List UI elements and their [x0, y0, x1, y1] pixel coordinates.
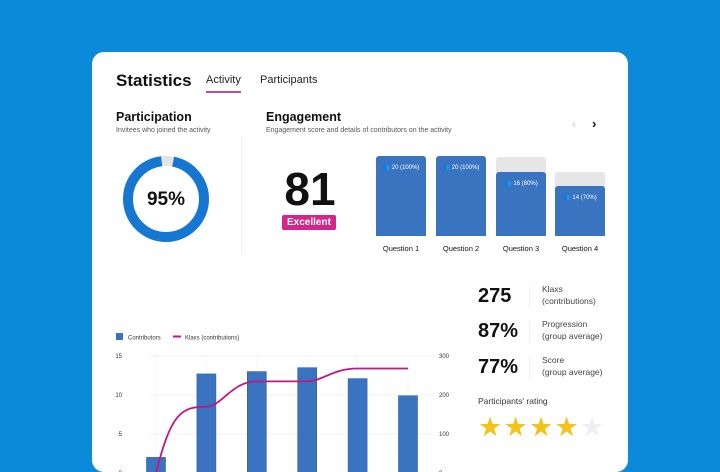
stat-divider: [529, 321, 530, 343]
stat-label: Score (group average): [542, 354, 602, 378]
stat-label-line2: (group average): [542, 331, 603, 341]
y-right-tick-label: 100: [439, 432, 450, 438]
bar-contributors: [347, 378, 368, 472]
question-bar: 👥 16 (80%): [496, 156, 546, 236]
legend-swatch-klaxs: [173, 335, 181, 338]
question-value: 20 (100%): [451, 165, 480, 171]
stat-label: Klaxs (contributions): [542, 283, 596, 307]
star-empty-icon[interactable]: ★: [580, 412, 605, 442]
engagement-title: Engagement: [266, 110, 342, 124]
y-left-tick-label: 15: [115, 354, 122, 360]
participation-title: Participation: [116, 110, 192, 124]
participation-donut: [123, 156, 209, 242]
chevron-left-icon[interactable]: ‹: [572, 117, 576, 131]
stat-value: 87%: [478, 320, 519, 342]
stat-label-line2: (group average): [542, 367, 603, 377]
star-filled-icon[interactable]: ★: [554, 412, 579, 442]
stat-divider: [529, 357, 530, 379]
bar-contributors: [297, 367, 317, 472]
star-filled-icon[interactable]: ★: [529, 412, 554, 442]
engagement-subtitle: Engagement score and details of contribu…: [266, 127, 452, 134]
question-label: Question 2: [442, 244, 480, 253]
stat-label: Progression (group average): [542, 318, 602, 342]
rating-badge: Excellent: [282, 215, 336, 230]
question-bar-fill: 👥 16 (80%): [496, 172, 546, 236]
divider: [241, 138, 242, 253]
question-bar: 👥 14 (70%): [555, 156, 605, 236]
tab-activity[interactable]: Activity: [206, 74, 241, 93]
question-bar-fill: 👥 20 (100%): [376, 156, 426, 236]
star-filled-icon[interactable]: ★: [503, 412, 528, 442]
star-filled-icon[interactable]: ★: [478, 412, 503, 442]
question-label: Question 1: [382, 244, 420, 253]
y-left-tick-label: 10: [115, 393, 122, 399]
question-value: 16 (80%): [513, 181, 538, 187]
legend-label-contributors: Contributors: [128, 336, 161, 342]
y-right-tick-label: 200: [439, 393, 450, 399]
users-icon: 👥: [442, 165, 451, 171]
participation-subtitle: Invitees who joined the activity: [116, 127, 211, 134]
page-title: Statistics: [116, 71, 192, 90]
question-label: Question 4: [561, 244, 599, 253]
question-bar-fill: 👥 14 (70%): [555, 186, 605, 236]
statistics-card: Statistics Activity Participants Partici…: [92, 52, 628, 472]
users-icon: 👥: [504, 181, 512, 187]
question-bar: 👥 20 (100%): [436, 156, 486, 236]
rating-label: Participants' rating: [478, 396, 548, 406]
y-right-tick-label: 300: [439, 354, 450, 360]
stat-label-line1: Progression: [542, 319, 588, 329]
stat-divider: [529, 286, 530, 308]
stat-value: 275: [478, 285, 512, 307]
bar-contributors: [398, 395, 418, 472]
tab-participants[interactable]: Participants: [260, 74, 318, 86]
stat-label-line1: Score: [542, 355, 565, 365]
question-label: Question 3: [502, 244, 540, 253]
engagement-score: 81: [284, 163, 336, 215]
line-klaxs: [155, 367, 408, 472]
question-bar: 👥 20 (100%): [376, 156, 426, 236]
stat-label-line1: Klaxs: [542, 284, 563, 294]
participation-percent: 95%: [146, 189, 186, 210]
question-value: 20 (100%): [391, 165, 420, 171]
users-icon: 👥: [563, 195, 571, 202]
question-bar-fill: 👥 20 (100%): [436, 156, 486, 236]
users-icon: 👥: [382, 165, 391, 171]
stat-value: 77%: [478, 356, 519, 378]
bar-contributors: [196, 373, 217, 472]
bar-contributors: [247, 371, 267, 472]
stat-label-line2: (contributions): [542, 296, 596, 306]
legend-label-klaxs: Klaxs (contributions): [185, 336, 239, 342]
chevron-right-icon[interactable]: ›: [592, 116, 597, 131]
legend-swatch-contributors: [116, 333, 123, 340]
y-left-tick-label: 5: [119, 432, 123, 438]
question-value: 14 (70%): [572, 195, 597, 202]
